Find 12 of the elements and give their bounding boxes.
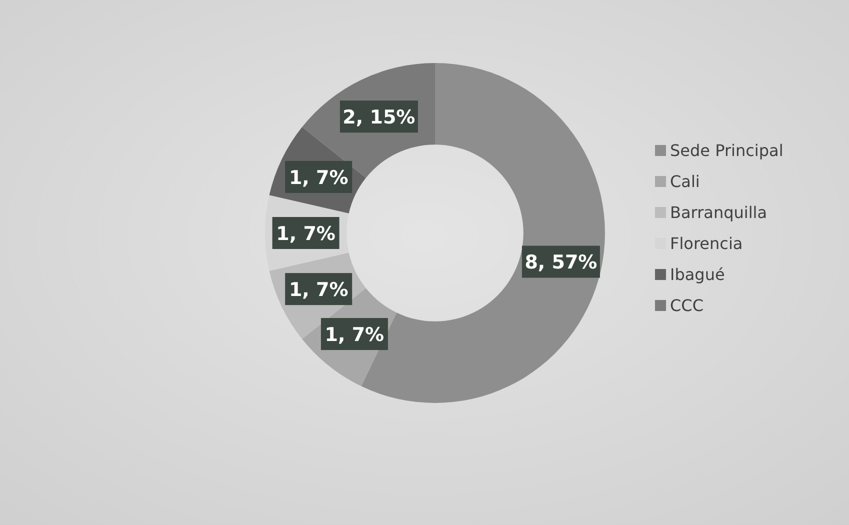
data-label: 1, 7% (288, 279, 348, 302)
legend-label: Cali (670, 172, 700, 191)
data-label: 1, 7% (276, 223, 336, 245)
legend-label: Barranquilla (670, 203, 768, 222)
legend-label: Ibagué (670, 265, 725, 284)
data-label: 1, 7% (324, 324, 384, 346)
legend-label: CCC (670, 296, 704, 315)
data-label: 8, 57% (524, 252, 598, 274)
data-label: 1, 7% (288, 166, 348, 189)
data-label: 2, 15% (342, 106, 416, 129)
legend-label: Sede Principal (670, 141, 784, 160)
legend-label: Florencia (670, 234, 743, 253)
